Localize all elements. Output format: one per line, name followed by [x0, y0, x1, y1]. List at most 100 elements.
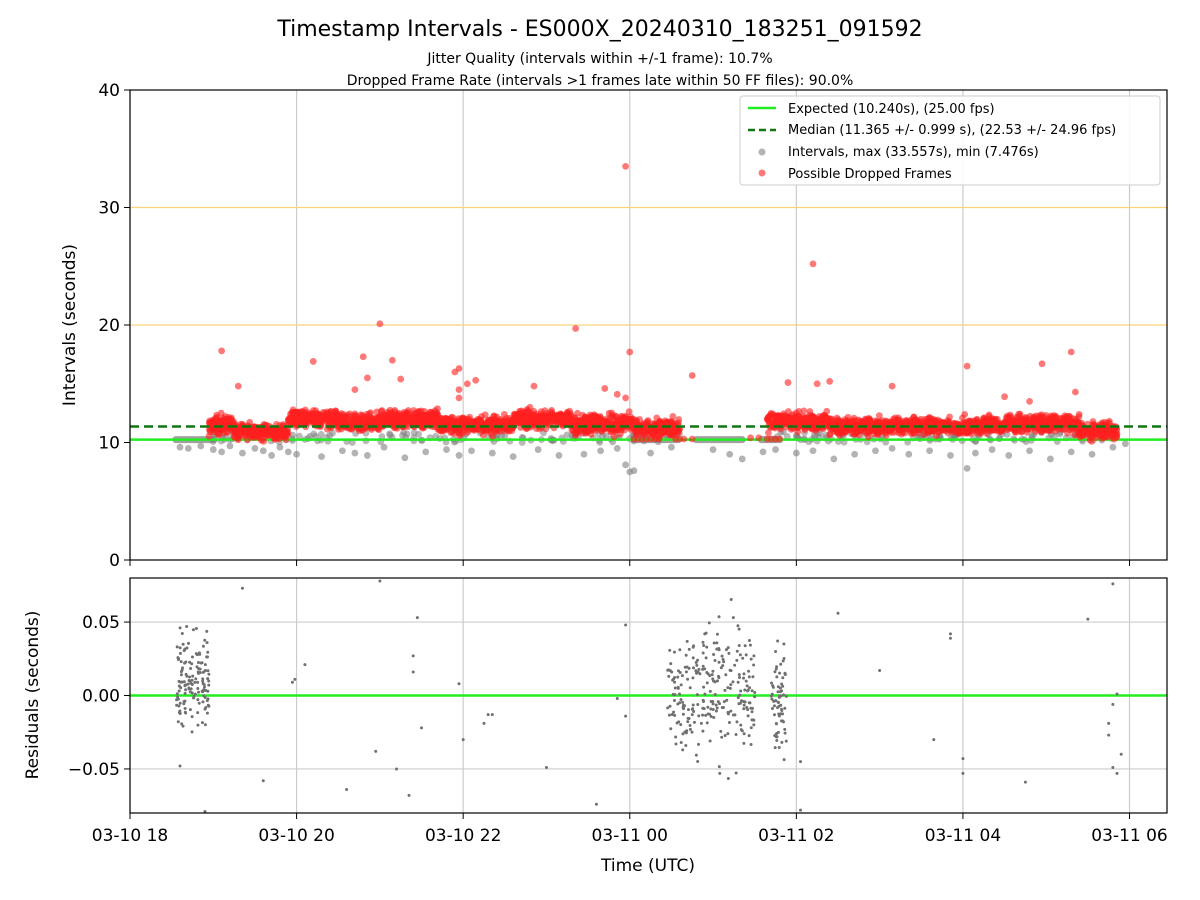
residual-point-472: [240, 586, 244, 590]
residual-point-132: [183, 683, 187, 687]
dropped-point-2111: [809, 417, 817, 425]
dropped-point-1662: [589, 418, 597, 426]
residual-point-226: [678, 692, 682, 696]
interval-point-19: [422, 448, 430, 456]
residual-point-322: [702, 699, 706, 703]
residual-point-312: [690, 713, 694, 717]
dropped-point-505: [325, 416, 333, 424]
residual-point-248: [673, 713, 677, 717]
residual-point-108: [194, 627, 198, 631]
residual-point-229: [704, 631, 708, 635]
dropped-point-3099: [1069, 418, 1077, 426]
residual-point-181: [721, 657, 725, 661]
dropped-point-2659: [959, 414, 966, 422]
residual-point-176: [735, 720, 739, 724]
dropped-point-1860: [649, 430, 657, 438]
residual-point-76: [183, 707, 187, 711]
dropped-point-502: [327, 408, 335, 416]
residual-point-238: [736, 680, 740, 684]
residual-point-484: [415, 616, 419, 620]
residual-point-67: [196, 680, 200, 684]
interval-point-18: [401, 454, 409, 462]
interval-point-9: [268, 452, 275, 459]
residual-point-117: [196, 686, 200, 690]
residual-point-331: [742, 672, 746, 676]
residual-point-218: [720, 654, 724, 658]
residual-point-122: [195, 653, 199, 657]
residual-point-456: [782, 693, 786, 697]
dropped-point-1679: [621, 416, 629, 424]
residual-point-139: [179, 670, 183, 674]
residual-point-138: [188, 690, 192, 694]
dropped-point-311: [284, 431, 291, 439]
residual-point-358: [701, 651, 705, 655]
x-tick-label-2: 03-10 22: [425, 826, 501, 846]
residual-point-152: [668, 704, 672, 708]
residual-point-47: [178, 646, 182, 650]
residual-point-416: [781, 659, 785, 663]
residual-point-79: [181, 642, 185, 646]
dropped-point-3258: [655, 435, 663, 443]
dropped-point-1194: [503, 419, 510, 427]
residual-point-84: [175, 692, 179, 696]
residual-point-276: [705, 681, 709, 685]
residual-point-205: [692, 720, 696, 724]
dropped-point-3281: [455, 394, 463, 402]
residual-point-216: [727, 651, 731, 655]
interval-band-point-80: [329, 429, 336, 437]
residual-point-40: [192, 696, 196, 700]
dropped-point-3262: [688, 435, 696, 443]
interval-point-5: [226, 442, 234, 450]
top-y-tick-label-0: 0: [109, 551, 120, 571]
dropped-point-882: [378, 407, 386, 414]
residual-point-319: [692, 644, 696, 648]
dropped-point-3098: [1049, 419, 1057, 426]
residual-point-49: [197, 690, 201, 694]
residual-point-120: [198, 671, 202, 675]
legend-expected-label: Expected (10.240s), (25.00 fps): [788, 102, 995, 117]
residual-point-380: [702, 685, 706, 689]
residual-point-186: [681, 748, 685, 752]
interval-point-2: [197, 442, 205, 450]
residual-point-192: [710, 673, 714, 677]
residual-point-302: [729, 598, 733, 602]
residual-point-323: [743, 688, 747, 692]
interval-band-point-245: [295, 432, 303, 440]
residual-point-462: [781, 720, 785, 724]
residual-point-317: [687, 647, 691, 651]
dropped-point-1864: [675, 426, 683, 433]
residual-point-87: [177, 704, 181, 708]
residual-point-3: [202, 685, 206, 689]
residual-point-480: [395, 767, 399, 771]
residual-point-249: [742, 732, 746, 736]
dropped-point-2380: [888, 429, 896, 436]
dropped-point-70: [205, 432, 213, 440]
residual-point-365: [717, 676, 721, 680]
residual-point-351: [737, 702, 741, 706]
residual-point-367: [752, 654, 756, 658]
dropped-point-504: [293, 414, 300, 422]
dropped-point-3052: [1036, 414, 1044, 422]
x-tick-label-6: 03-11 06: [1091, 826, 1167, 846]
interval-point-57: [1109, 443, 1117, 451]
residual-point-4: [177, 689, 181, 693]
dropped-point-2432: [864, 427, 872, 435]
interval-point-26: [555, 452, 563, 459]
residual-point-361: [709, 707, 713, 711]
residual-point-345: [702, 707, 706, 711]
residual-point-384: [715, 632, 719, 636]
residual-point-253: [678, 670, 682, 674]
residual-point-333: [687, 717, 691, 721]
residual-point-506: [1086, 617, 1090, 621]
residual-point-436: [781, 712, 785, 716]
residual-point-7: [206, 677, 210, 681]
dropped-point-94: [214, 419, 222, 427]
dropped-point-1186: [440, 415, 448, 423]
residual-point-41: [196, 723, 200, 727]
dropped-point-2795: [934, 428, 942, 436]
dropped-point-3292: [784, 379, 792, 386]
residual-point-465: [777, 695, 781, 699]
dropped-point-506: [303, 411, 311, 419]
residual-point-18: [196, 660, 200, 664]
residual-point-395: [698, 672, 702, 676]
